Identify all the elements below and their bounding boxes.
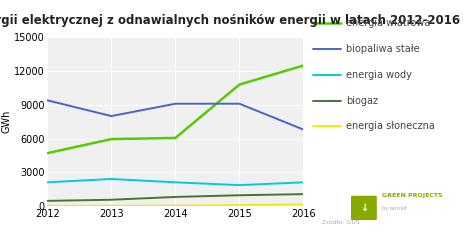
- Text: Produkcja energii elektrycznej z odnawialnych nośników energii w latach 2012-201: Produkcja energii elektrycznej z odnawia…: [0, 14, 460, 27]
- Text: energia wiatrowa: energia wiatrowa: [346, 18, 430, 28]
- Text: GREEN PROJECTS: GREEN PROJECTS: [382, 193, 442, 198]
- Text: ↓: ↓: [360, 203, 368, 213]
- Y-axis label: GWh: GWh: [1, 110, 11, 133]
- Text: biopaliwa stałe: biopaliwa stałe: [346, 44, 419, 54]
- FancyBboxPatch shape: [351, 196, 377, 220]
- Text: energia słoneczna: energia słoneczna: [346, 121, 435, 131]
- Text: biogaz: biogaz: [346, 96, 378, 106]
- Text: Źródło: GUS: Źródło: GUS: [322, 219, 360, 225]
- Text: energia wody: energia wody: [346, 70, 412, 80]
- Text: by senseit: by senseit: [382, 206, 407, 211]
